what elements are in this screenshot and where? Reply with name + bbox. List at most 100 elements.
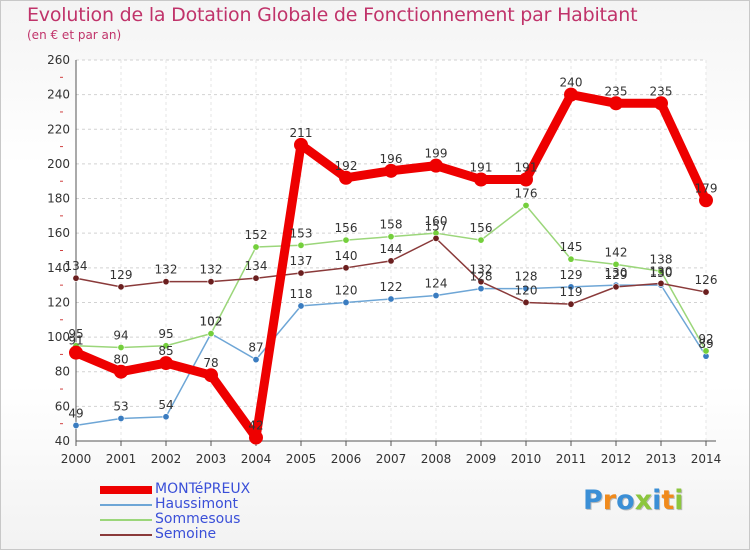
legend-swatch bbox=[100, 519, 152, 521]
data-label-sommesous: 142 bbox=[605, 245, 628, 259]
data-point-montpreux bbox=[654, 96, 668, 111]
data-point-montpreux bbox=[519, 172, 533, 187]
data-label-haussimont: 129 bbox=[560, 268, 583, 282]
plot-area bbox=[76, 60, 706, 441]
legend-label: Semoine bbox=[155, 526, 217, 542]
data-point-sommesous bbox=[567, 255, 575, 263]
data-label-semoine: 132 bbox=[470, 263, 493, 277]
logo-letter: x bbox=[634, 485, 653, 516]
x-tick-label: 2001 bbox=[106, 452, 137, 466]
y-tick-label: 240 bbox=[47, 88, 70, 102]
data-label-haussimont: 54 bbox=[158, 398, 173, 412]
y-tick-label: 100 bbox=[47, 330, 70, 344]
data-label-semoine: 120 bbox=[515, 283, 538, 297]
data-point-semoine bbox=[432, 234, 440, 242]
data-point-sommesous bbox=[702, 347, 710, 355]
data-point-semoine bbox=[477, 278, 485, 286]
data-label-sommesous: 152 bbox=[245, 228, 268, 242]
data-point-semoine bbox=[207, 278, 215, 286]
x-tick-label: 2014 bbox=[691, 452, 722, 466]
data-label-montpreux: 91 bbox=[68, 334, 83, 348]
data-label-montpreux: 191 bbox=[470, 160, 493, 174]
data-point-semoine bbox=[162, 278, 170, 286]
data-label-haussimont: 128 bbox=[515, 270, 538, 284]
y-tick-label: 160 bbox=[47, 226, 70, 240]
data-point-semoine bbox=[387, 257, 395, 265]
data-label-haussimont: 102 bbox=[200, 315, 223, 329]
legend-item-montpreux: MONTéPREUX bbox=[100, 482, 360, 497]
data-label-sommesous: 176 bbox=[515, 186, 538, 200]
legend-swatch bbox=[100, 504, 152, 506]
data-point-montpreux bbox=[249, 430, 263, 445]
data-label-semoine: 126 bbox=[695, 273, 718, 287]
data-label-sommesous: 95 bbox=[158, 327, 173, 341]
x-tick-label: 2013 bbox=[646, 452, 677, 466]
data-point-semoine bbox=[702, 288, 710, 296]
data-label-sommesous: 156 bbox=[470, 221, 493, 235]
legend-label: Haussimont bbox=[155, 496, 239, 512]
data-label-montpreux: 199 bbox=[425, 147, 448, 161]
data-label-sommesous: 94 bbox=[113, 328, 128, 342]
data-label-semoine: 137 bbox=[290, 254, 313, 268]
legend-item-haussimont: Haussimont bbox=[100, 497, 360, 512]
data-label-sommesous: 92 bbox=[698, 332, 713, 346]
data-point-haussimont bbox=[162, 413, 170, 421]
data-point-haussimont bbox=[342, 298, 350, 306]
data-point-montpreux bbox=[204, 368, 218, 383]
x-tick-label: 2010 bbox=[511, 452, 542, 466]
data-point-semoine bbox=[117, 283, 125, 291]
data-point-semoine bbox=[342, 264, 350, 272]
data-point-semoine bbox=[522, 298, 530, 306]
data-point-haussimont bbox=[117, 414, 125, 422]
legend-swatch bbox=[100, 534, 152, 536]
data-label-semoine: 144 bbox=[380, 242, 403, 256]
data-label-montpreux: 192 bbox=[335, 159, 358, 173]
x-tick-label: 2008 bbox=[421, 452, 452, 466]
data-label-montpreux: 235 bbox=[650, 84, 673, 98]
data-point-haussimont bbox=[297, 302, 305, 310]
data-label-sommesous: 160 bbox=[425, 214, 448, 228]
data-point-sommesous bbox=[387, 233, 395, 241]
data-point-sommesous bbox=[207, 330, 215, 338]
data-point-montpreux bbox=[474, 172, 488, 187]
data-point-semoine bbox=[612, 283, 620, 291]
data-point-montpreux bbox=[339, 170, 353, 185]
data-label-haussimont: 118 bbox=[290, 287, 313, 301]
x-tick-label: 2009 bbox=[466, 452, 497, 466]
data-point-sommesous bbox=[117, 343, 125, 351]
x-tick-label: 2011 bbox=[556, 452, 587, 466]
y-tick-label: 60 bbox=[55, 399, 70, 413]
data-label-sommesous: 145 bbox=[560, 240, 583, 254]
data-label-semoine: 157 bbox=[425, 219, 448, 233]
x-tick-label: 2004 bbox=[241, 452, 272, 466]
data-label-semoine: 129 bbox=[110, 268, 133, 282]
y-tick-label: 40 bbox=[55, 434, 70, 448]
data-point-sommesous bbox=[477, 236, 485, 244]
data-point-montpreux bbox=[699, 193, 713, 208]
x-tick-label: 2002 bbox=[151, 452, 182, 466]
data-label-semoine: 134 bbox=[245, 259, 268, 273]
data-point-montpreux bbox=[114, 364, 128, 379]
logo-letter: i bbox=[652, 485, 662, 516]
data-label-haussimont: 122 bbox=[380, 280, 403, 294]
data-label-haussimont: 89 bbox=[698, 337, 713, 351]
x-tick-label: 2003 bbox=[196, 452, 227, 466]
x-tick-label: 2012 bbox=[601, 452, 632, 466]
data-label-sommesous: 95 bbox=[68, 327, 83, 341]
x-tick-label: 2007 bbox=[376, 452, 407, 466]
y-tick-label: 80 bbox=[55, 365, 70, 379]
data-label-semoine: 140 bbox=[335, 249, 358, 263]
data-point-montpreux bbox=[159, 356, 173, 371]
data-label-semoine: 119 bbox=[560, 285, 583, 299]
data-label-sommesous: 102 bbox=[200, 315, 223, 329]
x-tick-label: 2000 bbox=[61, 452, 92, 466]
chart-legend: MONTéPREUX Haussimont Sommesous Semoine bbox=[100, 482, 360, 542]
data-point-sommesous bbox=[522, 201, 530, 209]
chart-title: Evolution de la Dotation Globale de Fonc… bbox=[27, 4, 638, 26]
data-point-semoine bbox=[72, 274, 80, 282]
data-point-haussimont bbox=[567, 283, 575, 291]
data-point-montpreux bbox=[294, 137, 308, 152]
data-label-haussimont: 120 bbox=[335, 283, 358, 297]
data-point-haussimont bbox=[387, 295, 395, 303]
